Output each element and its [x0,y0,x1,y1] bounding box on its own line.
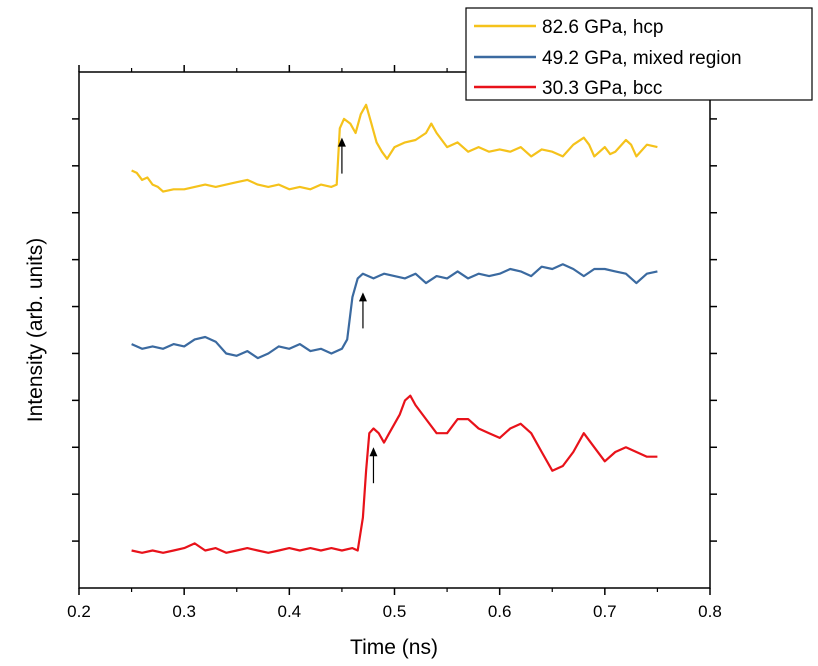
legend-label-mixed: 49.2 GPa, mixed region [542,48,742,69]
onset-arrow-head [369,447,378,457]
y-axis-title: Intensity (arb. units) [24,238,47,422]
series-line-0 [131,103,658,193]
x-axis-title: Time (ns) [350,636,438,659]
series-layer [131,103,658,554]
plot-frame [78,71,711,589]
legend-box [465,7,813,101]
series-line-1 [131,263,658,360]
x-tick-label: 0.8 [698,602,722,621]
x-tick-label: 0.4 [278,602,302,621]
legend-label-hcp: 82.6 GPa, hcp [542,17,663,38]
y-axis-ticks [72,118,717,542]
x-tick-label: 0.5 [383,602,407,621]
x-tick-label: 0.3 [172,602,196,621]
x-tick-label: 0.7 [593,602,617,621]
x-axis-ticks: 0.2 0.3 0.4 0.5 0.6 0.7 0.8 [67,65,722,621]
onset-arrow-head [358,292,367,302]
x-tick-label: 0.6 [488,602,512,621]
arrow-layer [337,137,378,484]
onset-arrow-head [337,137,346,147]
x-tick-label: 0.2 [67,602,91,621]
legend-label-bcc: 30.3 GPa, bcc [542,78,662,99]
legend: 82.6 GPa, hcp 49.2 GPa, mixed region 30.… [465,7,813,101]
series-line-2 [131,394,658,554]
